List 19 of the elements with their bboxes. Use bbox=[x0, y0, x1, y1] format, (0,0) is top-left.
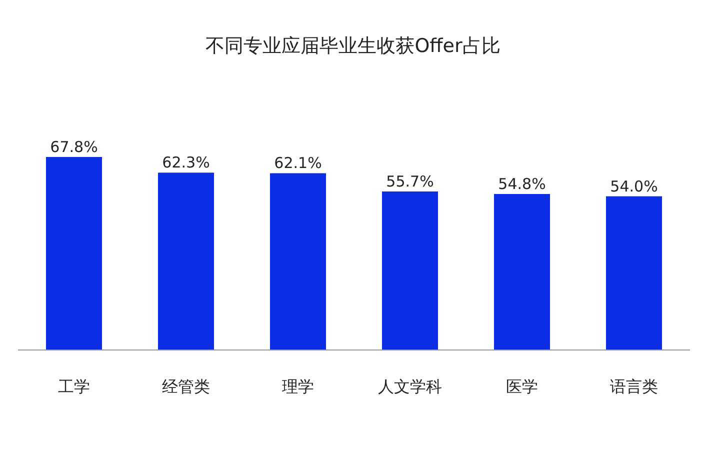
bar bbox=[158, 172, 214, 350]
data-label: 54.8% bbox=[498, 175, 546, 194]
data-label: 62.1% bbox=[274, 154, 322, 172]
data-label: 62.3% bbox=[162, 154, 210, 172]
bar bbox=[606, 196, 662, 350]
data-label: 54.0% bbox=[610, 177, 658, 196]
x-tick-label: 理学 bbox=[282, 377, 314, 396]
x-tick-label: 经管类 bbox=[162, 377, 210, 396]
x-tick-label: 语言类 bbox=[610, 377, 658, 396]
bar bbox=[270, 173, 326, 350]
x-tick-label: 人文学科 bbox=[378, 377, 442, 396]
data-label: 67.8% bbox=[50, 138, 98, 156]
chart-title: 不同专业应届毕业生收获Offer占比 bbox=[206, 35, 500, 57]
data-label: 55.7% bbox=[386, 172, 434, 190]
x-tick-label: 工学 bbox=[58, 377, 90, 396]
x-tick-label: 医学 bbox=[506, 377, 538, 396]
bar bbox=[494, 194, 550, 350]
bar bbox=[46, 157, 102, 350]
bar bbox=[382, 191, 438, 350]
